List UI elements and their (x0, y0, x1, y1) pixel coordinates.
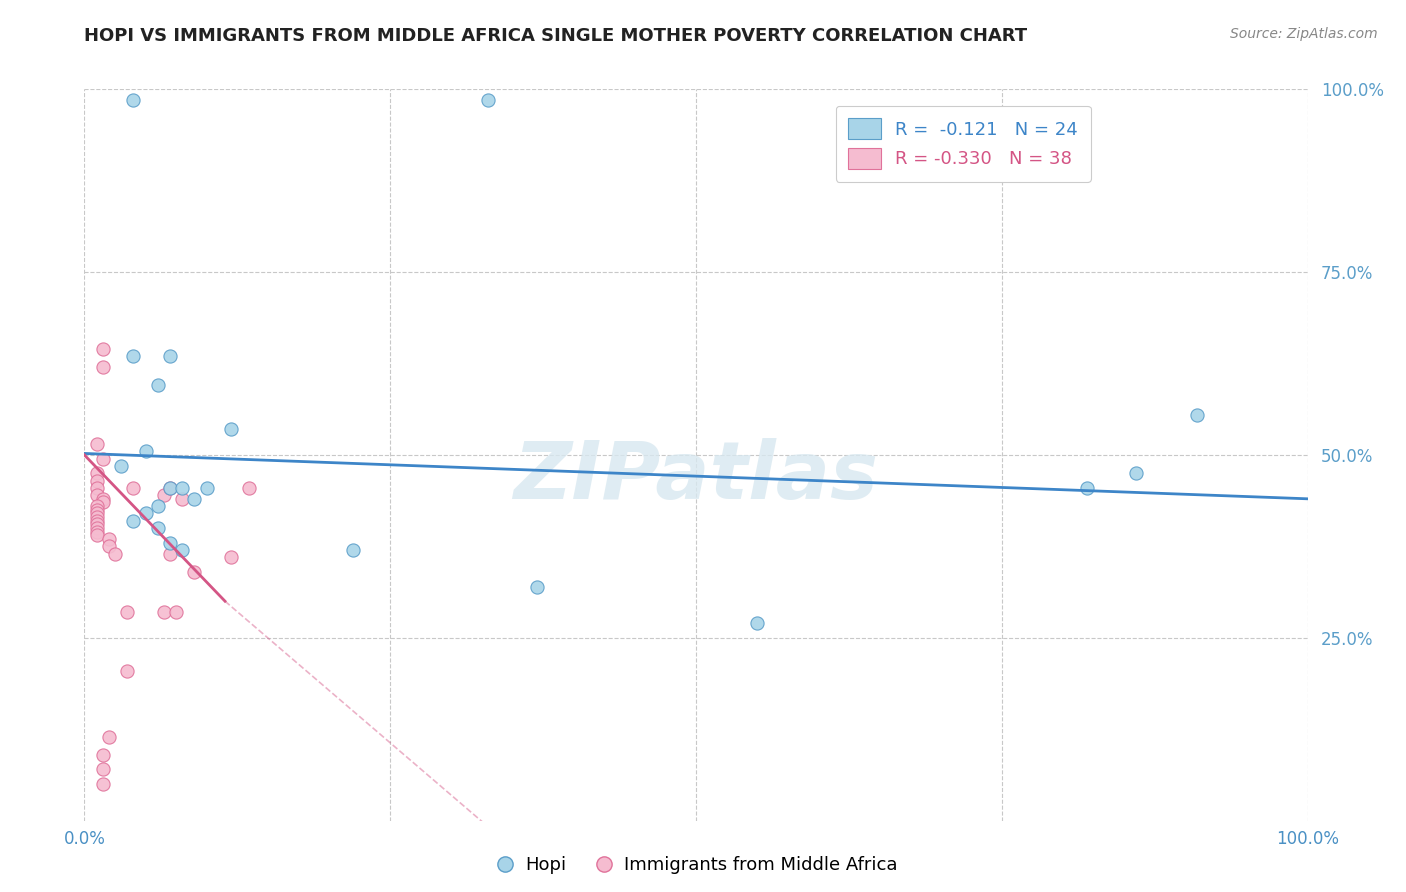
Point (146, 521, 169, 535)
Point (159, 481, 181, 495)
Point (104, 547, 127, 561)
Point (86, 507, 108, 521)
Point (91, 491, 114, 506)
Point (172, 543, 194, 558)
Point (747, 616, 769, 631)
Point (159, 547, 181, 561)
Point (86, 510, 108, 524)
Point (86, 517, 108, 532)
Text: Source: ZipAtlas.com: Source: ZipAtlas.com (1230, 27, 1378, 41)
Point (91, 495, 114, 509)
Point (153, 488, 176, 502)
Point (91, 342, 114, 356)
Point (122, 93, 145, 107)
Point (122, 514, 145, 528)
Point (91, 360, 114, 375)
Point (110, 458, 132, 473)
Point (86, 466, 108, 480)
Legend: Hopi, Immigrants from Middle Africa: Hopi, Immigrants from Middle Africa (488, 848, 904, 881)
Point (86, 499, 108, 513)
Point (115, 664, 138, 678)
Point (86, 474, 108, 488)
Point (165, 605, 187, 619)
Point (97, 730, 120, 744)
Point (146, 378, 169, 392)
Point (195, 481, 218, 495)
Point (238, 481, 260, 495)
Point (146, 499, 169, 513)
Point (91, 451, 114, 466)
Point (86, 524, 108, 539)
Point (159, 481, 181, 495)
Point (91, 777, 114, 791)
Point (1187, 408, 1209, 422)
Point (86, 528, 108, 542)
Point (122, 349, 145, 363)
Point (115, 605, 138, 619)
Point (86, 481, 108, 495)
Point (91, 763, 114, 777)
Point (172, 491, 194, 506)
Point (122, 481, 145, 495)
Point (342, 543, 364, 558)
Point (183, 565, 205, 579)
Point (135, 507, 157, 521)
Point (1076, 481, 1098, 495)
Point (86, 437, 108, 451)
Text: HOPI VS IMMIGRANTS FROM MIDDLE AFRICA SINGLE MOTHER POVERTY CORRELATION CHART: HOPI VS IMMIGRANTS FROM MIDDLE AFRICA SI… (84, 27, 1028, 45)
Point (183, 491, 205, 506)
Point (135, 444, 157, 458)
Point (86, 503, 108, 517)
Point (86, 521, 108, 535)
Point (219, 422, 242, 436)
Text: ZIPatlas: ZIPatlas (513, 438, 879, 516)
Point (153, 605, 176, 619)
Point (86, 488, 108, 502)
Point (1125, 466, 1147, 480)
Point (477, 93, 499, 107)
Point (159, 535, 181, 549)
Point (97, 532, 120, 546)
Point (159, 349, 181, 363)
Point (86, 514, 108, 528)
Point (91, 747, 114, 762)
Point (219, 550, 242, 565)
Point (172, 481, 194, 495)
Point (97, 539, 120, 553)
Point (526, 580, 548, 594)
